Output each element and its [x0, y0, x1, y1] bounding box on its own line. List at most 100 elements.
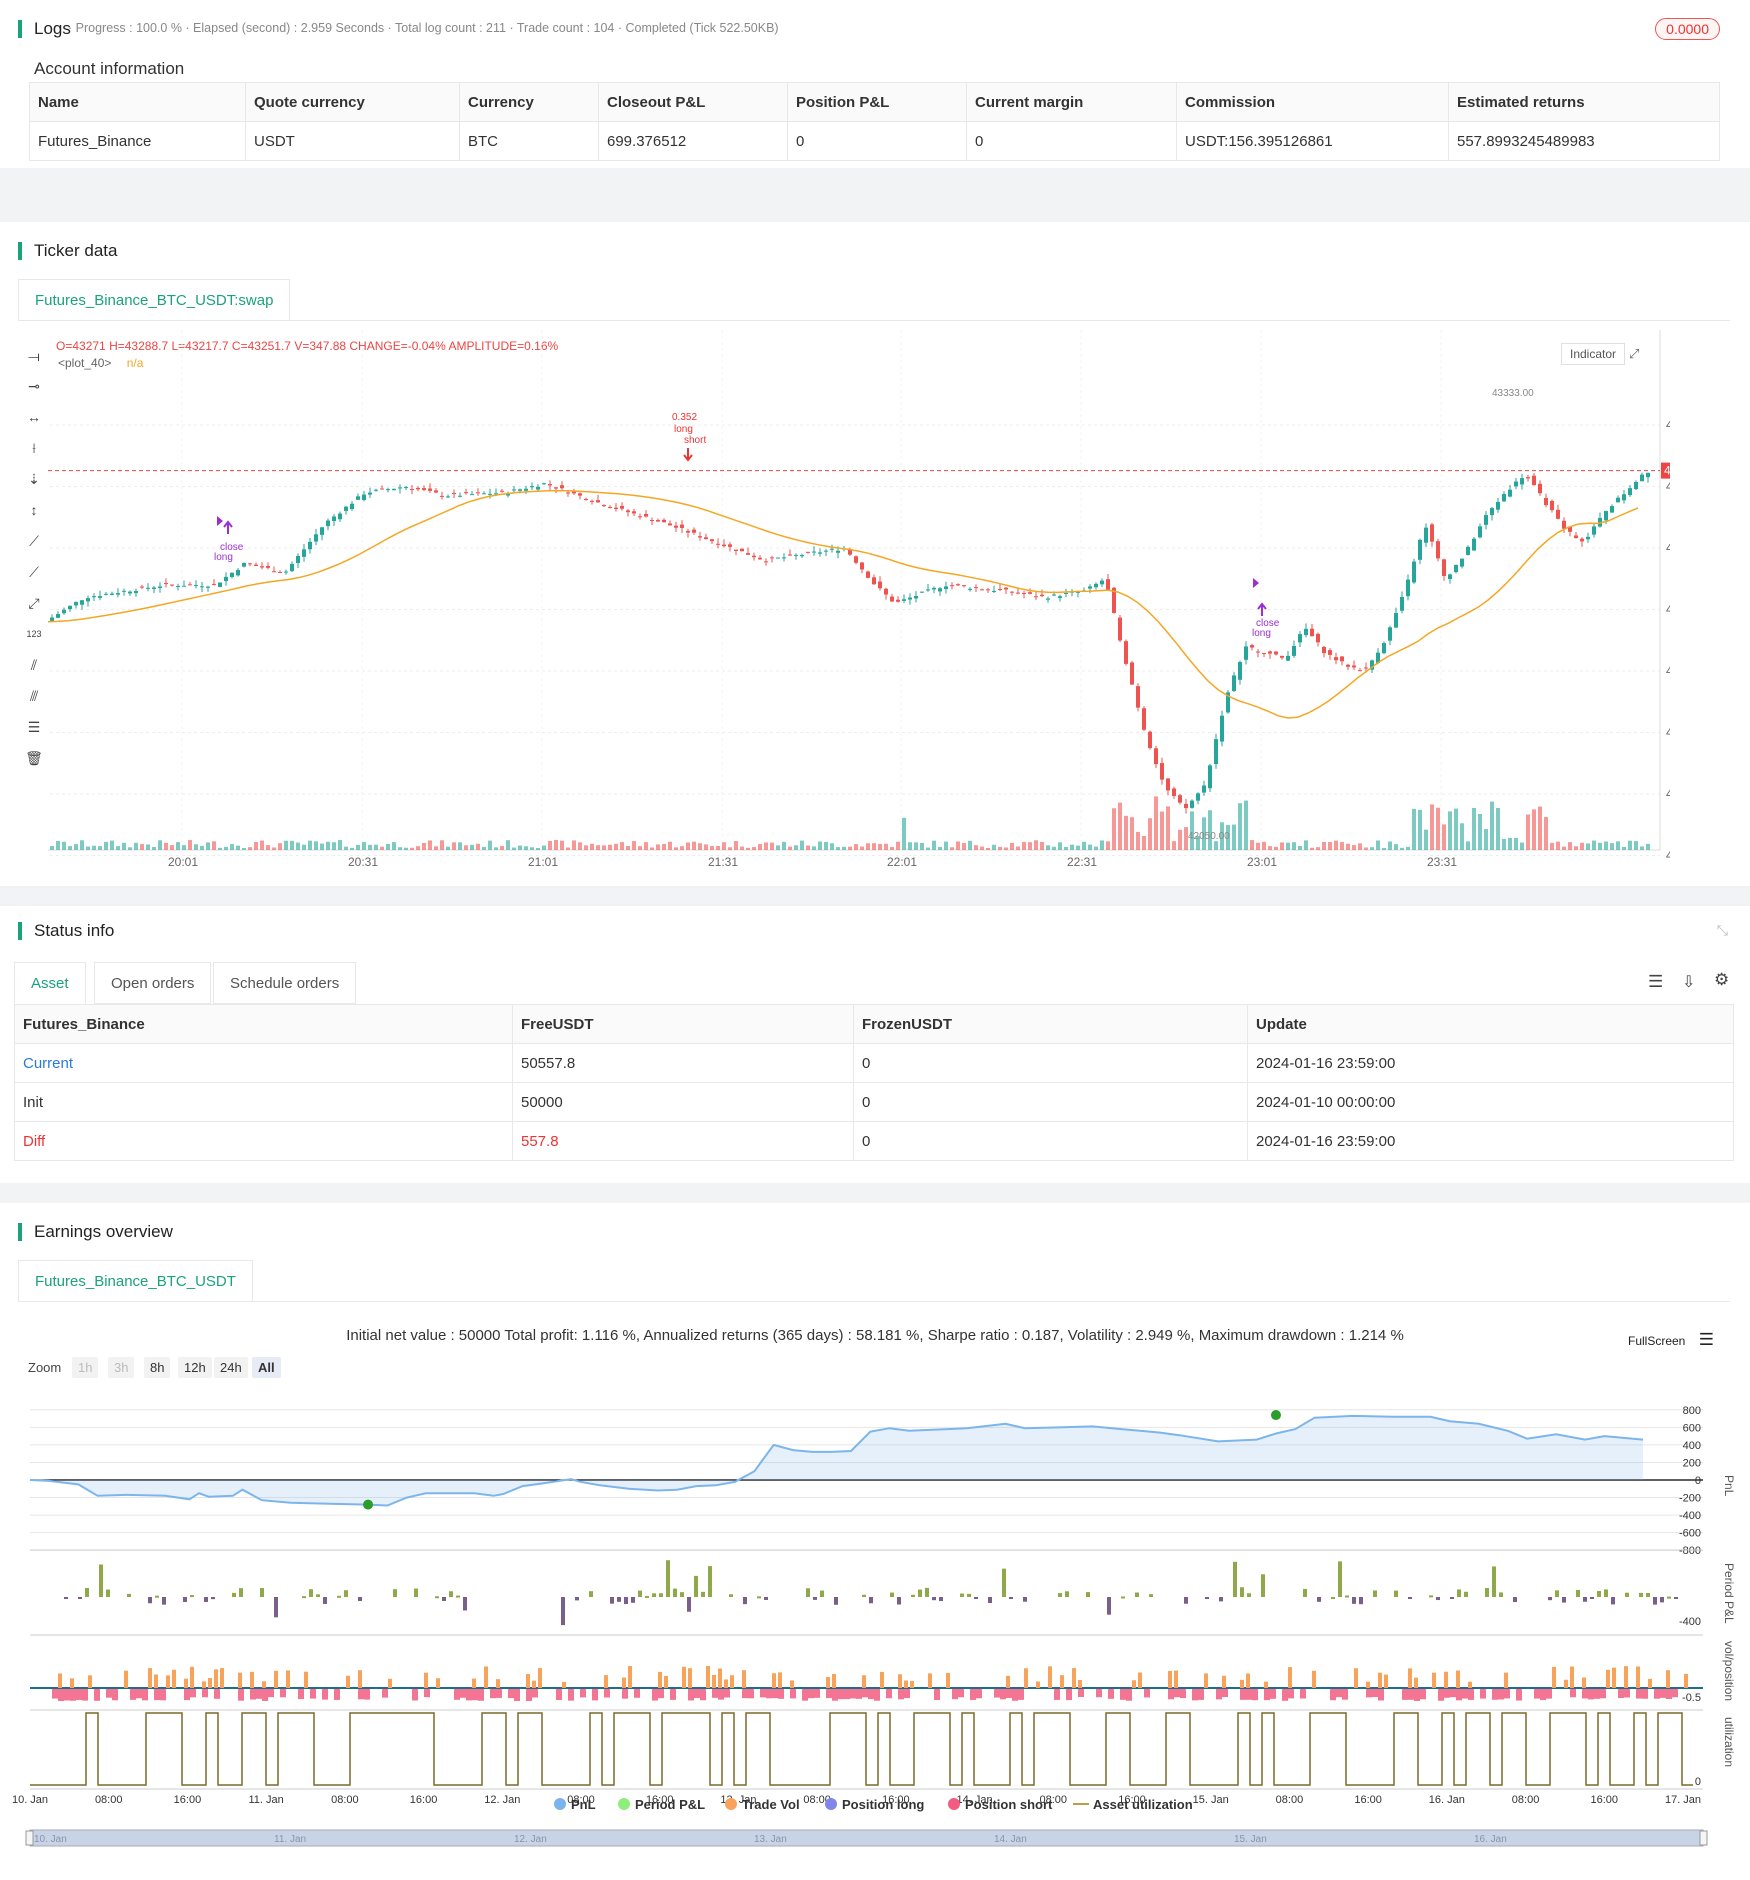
navigator-tick-label: 12. Jan [514, 1834, 547, 1845]
volume-bar [746, 847, 750, 850]
candle-body [530, 486, 534, 488]
earnings-panel: Earnings overview Futures_Binance_BTC_US… [0, 1203, 1750, 1880]
horizontal-segment-tool-icon[interactable]: ↔ [27, 409, 41, 425]
candle-body [338, 513, 342, 520]
trade-vol-bar [712, 1674, 716, 1688]
cell: 699.376512 [598, 121, 788, 161]
candlestick-chart[interactable]: 43400.00 43200.00 43000.00 42800.00 42600.00… [48, 330, 1670, 870]
indicator-button[interactable]: Indicator [1561, 343, 1626, 365]
vertical-segment-tool-icon[interactable]: ↕ [30, 502, 38, 518]
trade-vol-bar [1246, 1673, 1250, 1688]
period-pnl-bar [967, 1593, 971, 1597]
vertical-ray-tool-icon[interactable]: ⇣ [28, 471, 40, 487]
candle-body [488, 493, 492, 495]
ray-tool-icon[interactable]: ⟋ [29, 564, 39, 580]
volume-bar [452, 842, 456, 850]
candle-body [1514, 481, 1518, 487]
earnings-chart[interactable]: 800 600 400 200 0 -200 -400 -600 -800 PnL -400 Peri… [0, 1385, 1750, 1855]
legend-pnl[interactable]: PnL [554, 1797, 596, 1812]
position-short-bar [1144, 1689, 1150, 1698]
zoom-1h-button[interactable]: 1h [72, 1357, 99, 1378]
plot-label: <plot_40> [58, 356, 112, 370]
parallel-channel-tool-icon[interactable]: ⫽ [30, 657, 38, 673]
legend-asset-utilization[interactable]: Asset utilization [1073, 1797, 1193, 1812]
trash-icon[interactable]: 🗑 [25, 750, 43, 766]
period-pnl-bar [1345, 1595, 1349, 1598]
period-pnl-bar [764, 1597, 768, 1600]
candle-body [1634, 481, 1638, 490]
position-short-bar [1300, 1689, 1306, 1699]
position-short-bar [1240, 1689, 1246, 1700]
menu-icon[interactable]: ☰ [1698, 1330, 1714, 1349]
zoom-12h-button[interactable]: 12h [178, 1357, 212, 1378]
volume-bar [1250, 840, 1254, 850]
period-pnl-bar [1065, 1591, 1069, 1597]
volume-bar [1520, 842, 1524, 850]
fullscreen-button[interactable]: FullScreen ☰ [1628, 1330, 1714, 1349]
legend-trade-vol[interactable]: Trade Vol [725, 1797, 800, 1812]
pitchfork-tool-icon[interactable]: ⫻ [29, 688, 39, 704]
extended-line-tool-icon[interactable]: ⤢ [28, 595, 40, 611]
position-short-bar [1180, 1689, 1186, 1699]
tab-schedule-orders[interactable]: Schedule orders [213, 962, 357, 1004]
trade-vol-bar [1384, 1674, 1388, 1688]
period-pnl-bar [1464, 1591, 1468, 1597]
position-short-bar [844, 1689, 850, 1700]
legend-position-short[interactable]: Position short [948, 1797, 1052, 1812]
settings-icon[interactable]: ⚙ [1714, 970, 1730, 989]
zoom-24h-button[interactable]: 24h [214, 1357, 248, 1378]
zoom-8h-button[interactable]: 8h [144, 1357, 171, 1378]
price-label-tool-icon[interactable]: 123 [26, 629, 42, 639]
tab-ticker-symbol[interactable]: Futures_Binance_BTC_USDT:swap [18, 279, 291, 321]
list-icon[interactable]: ☰ [1648, 972, 1664, 991]
volume-bar [404, 847, 408, 850]
volume-bar [1340, 842, 1344, 850]
position-short-bar [214, 1689, 220, 1699]
tab-earnings-symbol[interactable]: Futures_Binance_BTC_USDT [18, 1260, 253, 1302]
expand-icon[interactable]: ⤢ [1629, 346, 1640, 361]
volume-bar [1268, 846, 1272, 850]
legend-position-long[interactable]: Position long [825, 1797, 924, 1812]
candle-body [452, 492, 456, 494]
candle-body [434, 490, 438, 493]
download-icon[interactable]: ⇩ [1682, 974, 1696, 991]
trade-vol-bar [1204, 1673, 1208, 1688]
vertical-line-tool-icon[interactable]: ⟊ [32, 440, 36, 456]
candle-body [914, 595, 918, 599]
position-short-bar [526, 1689, 532, 1701]
trade-vol-bar [1036, 1681, 1040, 1688]
horizontal-ray-tool-icon[interactable]: ⊸ [28, 378, 40, 394]
candle-body [608, 506, 612, 508]
period-pnl-bar [190, 1595, 194, 1598]
legend-period-pnl[interactable]: Period P&L [618, 1797, 705, 1812]
trade-vol-bar [1048, 1666, 1052, 1688]
col-quote: Quote currency [245, 82, 460, 122]
candle-body [1142, 708, 1146, 730]
position-short-bar [454, 1689, 460, 1700]
period-pnl-bar [1359, 1597, 1363, 1605]
candle-body [1316, 633, 1320, 643]
candle-body [878, 581, 882, 589]
candle-body [710, 539, 714, 542]
candle-body [1628, 488, 1632, 496]
position-short-bar [76, 1689, 82, 1700]
period-pnl-bar [211, 1597, 215, 1600]
zoom-label: Zoom [28, 1360, 62, 1375]
trade-vol-bar [238, 1672, 242, 1688]
fib-retracement-tool-icon[interactable]: ☰ [27, 719, 41, 735]
tab-open-orders[interactable]: Open orders [94, 962, 212, 1004]
candle-body [1184, 803, 1188, 809]
collapse-icon[interactable]: ⤡ [1716, 922, 1728, 938]
zoom-3h-button[interactable]: 3h [108, 1357, 135, 1378]
zoom-all-button[interactable]: All [252, 1357, 281, 1378]
volume-bar [1184, 827, 1188, 850]
trend-line-tool-icon[interactable]: ⟋ [29, 533, 39, 549]
period-pnl-bar [1408, 1597, 1412, 1599]
volume-bar [410, 847, 414, 850]
horizontal-line-tool-icon[interactable]: ⟞ [28, 348, 40, 364]
position-short-bar [466, 1689, 472, 1701]
volume-bar [788, 846, 792, 850]
volume-bar [188, 840, 192, 850]
tab-asset[interactable]: Asset [14, 962, 86, 1004]
period-pnl-bar [820, 1590, 824, 1597]
